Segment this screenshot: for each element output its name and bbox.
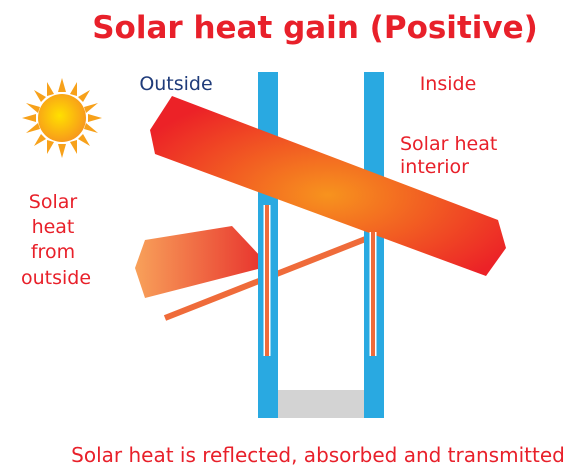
label-outside: Outside (139, 73, 212, 95)
label-line: from (31, 241, 75, 263)
label-line: Solar heat (400, 133, 497, 155)
label-inside: Inside (420, 73, 477, 95)
spacer (278, 390, 364, 418)
sun (22, 78, 102, 158)
diagram: Solar heat gain (Positive) Outside Insid… (0, 0, 572, 472)
label-exterior: Solar heat from outside (21, 191, 91, 289)
title: Solar heat gain (Positive) (92, 10, 538, 46)
caption: Solar heat is reflected, absorbed and tr… (71, 443, 565, 467)
label-line: Solar (29, 191, 78, 213)
label-line: interior (400, 156, 469, 178)
label-line: heat (32, 216, 75, 238)
label-interior: Solar heat interior (400, 133, 503, 178)
label-line: outside (21, 267, 91, 289)
